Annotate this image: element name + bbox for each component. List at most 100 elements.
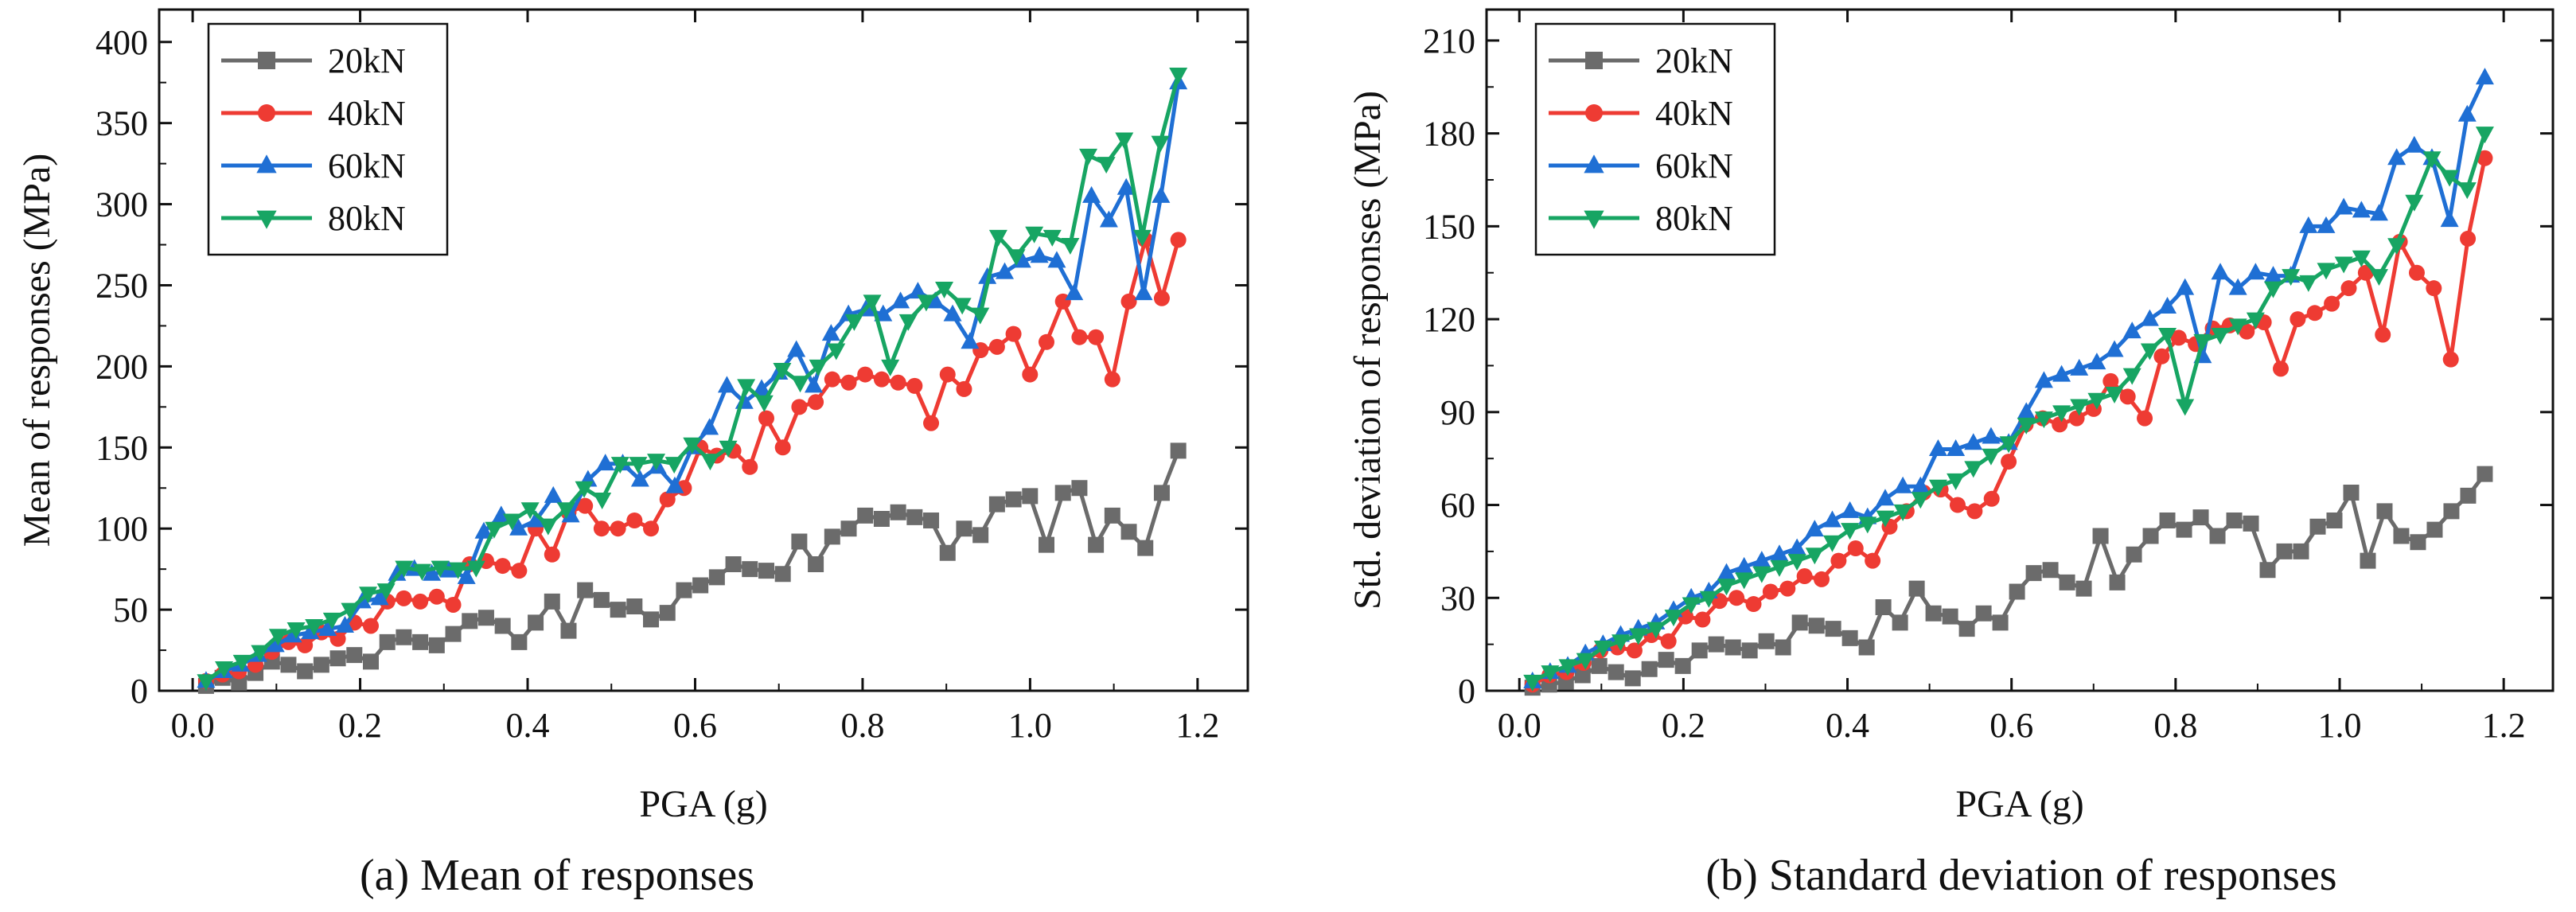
data-point-80kN [844, 314, 863, 331]
data-point-20kN [824, 528, 840, 545]
data-point-60kN [2405, 135, 2424, 153]
data-point-80kN [809, 359, 828, 376]
data-point-80kN [988, 229, 1007, 247]
data-point-80kN [629, 457, 648, 474]
data-point-20kN [1775, 639, 1791, 656]
data-point-20kN [725, 556, 742, 573]
data-point-40kN [988, 338, 1005, 355]
y-tick-label: 150 [95, 428, 148, 467]
data-point-80kN [395, 560, 414, 578]
data-point-60kN [1152, 185, 1171, 203]
data-point-80kN [485, 521, 504, 539]
data-point-20kN [329, 650, 346, 667]
data-point-80kN [1061, 238, 1080, 255]
data-point-20kN [2009, 583, 2025, 600]
data-point-20kN [2410, 534, 2426, 551]
data-point-60kN [1805, 520, 1824, 537]
data-point-20kN [2360, 552, 2376, 569]
data-point-40kN [659, 491, 676, 508]
data-point-80kN [1982, 448, 2001, 466]
data-point-60kN [908, 282, 927, 299]
x-tick-label: 0.0 [1498, 706, 1541, 745]
data-point-60kN [2299, 216, 2318, 233]
data-point-80kN [2087, 392, 2106, 410]
data-point-80kN [1576, 653, 1595, 670]
legend-label-60kN: 60kN [328, 146, 406, 185]
data-point-20kN [1724, 639, 1741, 656]
data-point-80kN [1999, 436, 2018, 454]
data-point-20kN [972, 527, 989, 544]
data-point-60kN [630, 470, 649, 487]
legend-marker-60kN [1584, 154, 1604, 173]
data-point-60kN [787, 340, 806, 357]
data-point-40kN [2426, 280, 2442, 297]
data-point-40kN [1071, 329, 1088, 345]
data-point-80kN [1132, 229, 1152, 247]
data-point-60kN [423, 563, 442, 581]
data-point-40kN [428, 588, 445, 605]
data-point-20kN [923, 513, 940, 528]
legend-label-20kN: 20kN [328, 41, 406, 80]
x-tick-label: 1.0 [1008, 706, 1052, 745]
data-point-60kN [2176, 278, 2195, 295]
data-point-40kN [2477, 150, 2493, 166]
data-point-60kN [1911, 476, 1930, 493]
x-tick-label: 0.8 [2153, 706, 2197, 745]
legend-label-20kN: 20kN [1655, 41, 1733, 80]
data-point-60kN [2211, 263, 2230, 280]
data-point-20kN [2293, 543, 2309, 559]
data-point-60kN [1964, 433, 1983, 450]
y-tick-label: 400 [95, 23, 148, 62]
data-point-20kN [2059, 574, 2075, 590]
y-tick-label: 0 [131, 672, 148, 711]
data-point-60kN [2087, 353, 2106, 370]
data-point-80kN [1735, 572, 1754, 590]
chart-caption: (b) Standard deviation of responses [1705, 851, 2336, 900]
data-point-80kN [1841, 523, 1860, 540]
data-point-40kN [2340, 280, 2357, 297]
data-point-20kN [626, 598, 643, 615]
x-tick-label: 1.2 [1175, 706, 1219, 745]
data-point-60kN [1030, 246, 1049, 263]
data-point-80kN [322, 612, 341, 629]
data-point-20kN [1975, 605, 1992, 622]
data-point-20kN [643, 611, 660, 628]
data-point-40kN [593, 520, 610, 537]
data-point-40kN [1626, 642, 1643, 659]
data-point-20kN [840, 520, 857, 537]
data-point-20kN [2226, 513, 2243, 528]
data-point-20kN [873, 510, 890, 527]
data-point-20kN [2092, 528, 2109, 544]
data-point-80kN [827, 343, 846, 361]
y-tick-label: 350 [95, 104, 148, 143]
data-point-60kN [805, 376, 824, 393]
x-tick-label: 0.6 [673, 706, 717, 745]
x-axis-title: PGA (g) [1955, 783, 2083, 825]
y-tick-label: 250 [95, 266, 148, 305]
data-point-40kN [1660, 633, 1677, 649]
data-point-20kN [1071, 480, 1088, 497]
data-point-80kN [520, 502, 540, 520]
data-point-20kN [939, 544, 956, 561]
data-point-40kN [1966, 503, 1983, 520]
data-point-20kN [676, 582, 692, 598]
data-point-80kN [1805, 548, 1824, 565]
data-point-20kN [297, 663, 314, 680]
data-point-80kN [376, 583, 396, 601]
data-point-80kN [593, 493, 612, 510]
data-point-20kN [610, 602, 626, 618]
data-point-60kN [1876, 489, 1895, 506]
data-point-60kN [1770, 544, 1789, 562]
data-point-60kN [457, 567, 476, 584]
data-point-40kN [873, 371, 890, 388]
data-point-80kN [1115, 132, 1134, 150]
data-point-80kN [412, 563, 431, 581]
x-tick-label: 0.6 [1989, 706, 2033, 745]
data-point-40kN [906, 377, 923, 394]
data-point-60kN [2387, 148, 2406, 166]
data-point-20kN [659, 605, 676, 622]
data-point-60kN [1841, 501, 1860, 518]
data-point-60kN [2475, 68, 2494, 85]
data-point-80kN [700, 454, 719, 471]
data-point-20kN [1608, 664, 1624, 680]
